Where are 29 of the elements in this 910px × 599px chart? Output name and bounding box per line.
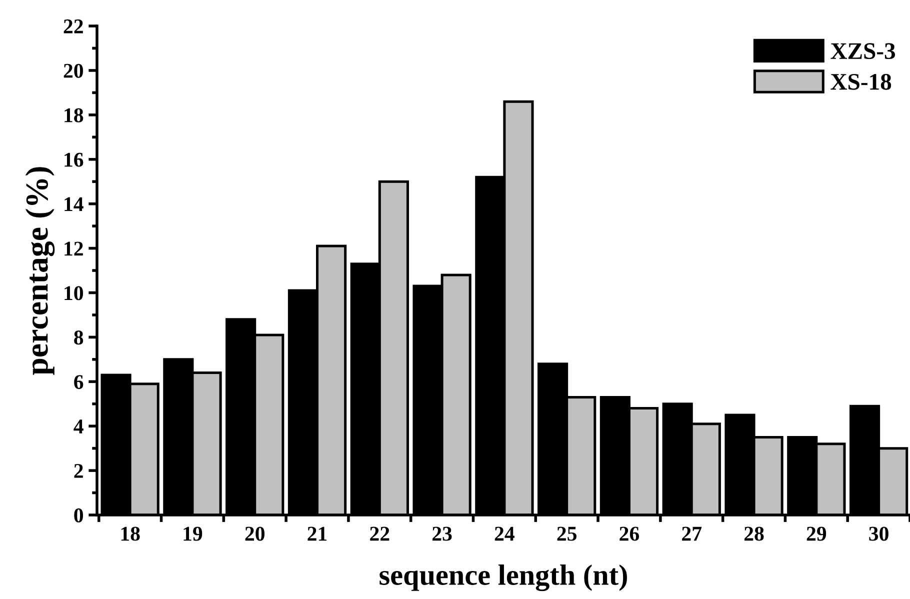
x-axis-title: sequence length (nt) (380, 564, 627, 592)
y-axis-title: percentage (%) (25, 167, 55, 375)
legend-label: XZS-3 (830, 43, 896, 60)
y-tick-label: 22 (64, 19, 83, 34)
y-tick-label: 2 (74, 464, 83, 478)
x-tick-label: 28 (744, 526, 764, 541)
legend-label: XS-18 (830, 74, 892, 90)
x-tick-label: 19 (184, 526, 202, 541)
x-tick-label: 25 (557, 526, 576, 541)
x-tick-label: 23 (432, 526, 452, 541)
x-tick-label: 27 (682, 526, 702, 541)
y-tick-label: 10 (64, 286, 84, 300)
y-tick-label: 12 (64, 242, 83, 256)
x-tick-label: 29 (806, 526, 826, 541)
x-tick-label: 24 (494, 526, 514, 541)
y-tick-label: 4 (74, 420, 84, 434)
x-tick-label: 26 (620, 526, 640, 541)
x-tick-label: 18 (121, 526, 140, 541)
x-tick-label: 30 (869, 526, 888, 541)
y-tick-label: 8 (74, 330, 84, 345)
y-tick-label: 16 (64, 152, 84, 167)
y-tick-label: 6 (74, 375, 84, 390)
y-tick-label: 18 (64, 108, 84, 122)
y-tick-label: 0 (74, 508, 84, 522)
y-tick-label: 14 (64, 197, 84, 212)
x-tick-label: 20 (245, 526, 264, 541)
x-tick-label: 21 (308, 526, 327, 541)
y-tick-label: 20 (64, 64, 84, 78)
x-tick-label: 22 (370, 526, 390, 541)
